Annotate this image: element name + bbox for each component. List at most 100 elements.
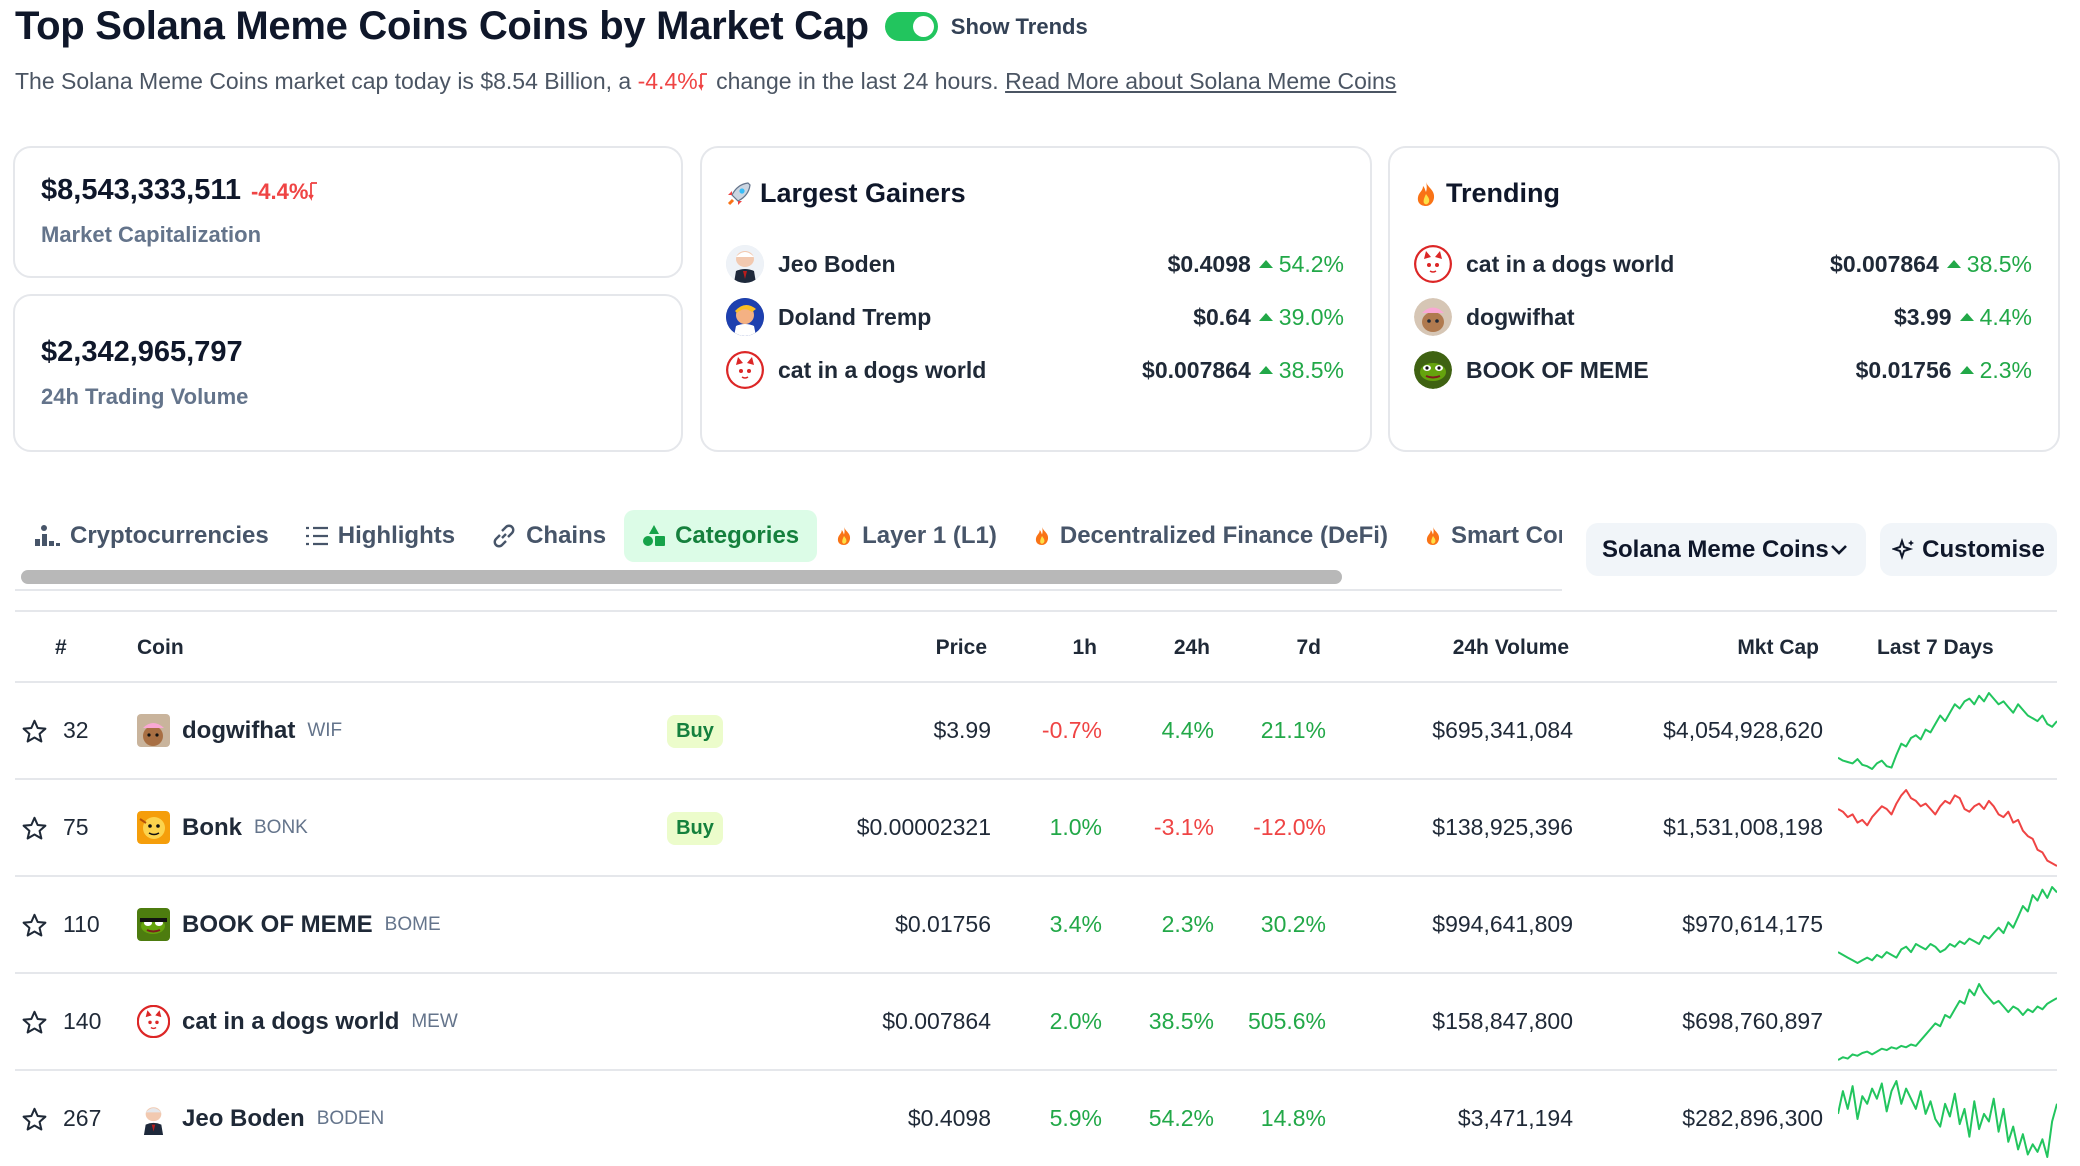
- col-volume[interactable]: 24h Volume: [1452, 636, 1569, 659]
- change-1h: 1.0%: [1049, 814, 1102, 840]
- star-icon[interactable]: [21, 1106, 48, 1133]
- gainer-name: Doland Tremp: [778, 303, 932, 330]
- show-trends-toggle[interactable]: [884, 12, 938, 41]
- sparkline-chart: [1838, 983, 2057, 1061]
- tab-chains[interactable]: Chains: [473, 510, 624, 562]
- table-row[interactable]: 110 BOOK OF MEME BOME $0.01756 3.4% 2.3% 30.2%…: [15, 877, 2057, 974]
- rank: 140: [63, 1008, 102, 1034]
- change-1h: 2.0%: [1049, 1008, 1102, 1034]
- col-mkt-cap[interactable]: Mkt Cap: [1737, 636, 1819, 659]
- bonk-icon: [137, 811, 170, 844]
- chevron-down-icon: [1831, 544, 1847, 555]
- col-7d[interactable]: 7d: [1296, 636, 1321, 659]
- mew-icon: [137, 1005, 170, 1038]
- buy-button[interactable]: Buy: [667, 812, 723, 845]
- market-cap: $1,531,008,198: [1663, 814, 1823, 840]
- coin-link[interactable]: BOOK OF MEME BOME: [137, 877, 441, 972]
- sparkline-chart: [1838, 692, 2057, 770]
- price: $0.00002321: [856, 814, 991, 840]
- trending-card[interactable]: Trending cat in a dogs world $0.007864 3…: [1388, 146, 2060, 452]
- coin-name: Jeo Boden: [182, 1104, 305, 1132]
- table-header: # Coin Price 1h 24h 7d 24h Volume Mkt Ca…: [15, 610, 2057, 683]
- sparkle-icon: [1892, 537, 1915, 560]
- table-row[interactable]: 32 dogwifhat WIF Buy $3.99 -0.7% 4.4% 21.1% $695…: [15, 683, 2057, 780]
- coin-link[interactable]: cat in a dogs world MEW: [137, 974, 458, 1069]
- tab-highlights[interactable]: Highlights: [287, 510, 473, 562]
- down-arrow-icon: [308, 182, 318, 201]
- change-7d: -12.0%: [1253, 814, 1326, 840]
- market-cap-value: $8,543,333,511: [41, 174, 241, 206]
- table-row[interactable]: 140 cat in a dogs world MEW $0.007864 2.0% 38…: [15, 974, 2057, 1071]
- trending-row[interactable]: dogwifhat $3.99 4.4%: [1414, 297, 2032, 337]
- triangle-up-icon: [1959, 313, 1974, 321]
- star-icon[interactable]: [21, 815, 48, 842]
- tab-smart-contract[interactable]: Smart Contract Platform: [1406, 510, 1562, 562]
- book-of-meme-avatar: [1414, 351, 1452, 389]
- tab-defi[interactable]: Decentralized Finance (DeFi): [1015, 510, 1406, 562]
- trending-price: $0.01756: [1855, 356, 1952, 383]
- table-row[interactable]: 267 Jeo Boden BODEN $0.4098 5.9% 54.2% 14.8% $3…: [15, 1071, 2057, 1166]
- market-cap-change: -4.4%: [251, 179, 320, 204]
- volume-24h: $695,341,084: [1432, 717, 1573, 743]
- buy-button[interactable]: Buy: [667, 715, 723, 748]
- col-coin[interactable]: Coin: [137, 636, 184, 659]
- gainer-row[interactable]: Doland Tremp $0.64 39.0%: [726, 297, 1344, 337]
- trending-change: 4.4%: [1959, 304, 2032, 331]
- scrollbar-thumb[interactable]: [21, 570, 1342, 584]
- price: $0.4098: [907, 1105, 991, 1131]
- col-rank[interactable]: #: [55, 636, 67, 659]
- fire-icon: [1426, 527, 1440, 545]
- volume-label: 24h Trading Volume: [41, 384, 249, 409]
- change-1h: -0.7%: [1041, 717, 1102, 743]
- gainer-row[interactable]: Jeo Boden $0.4098 54.2%: [726, 244, 1344, 284]
- jeo-boden-avatar: [726, 245, 764, 283]
- shapes-icon: [643, 525, 666, 546]
- sparkline-chart: [1838, 886, 2057, 964]
- market-cap: $282,896,300: [1682, 1105, 1823, 1131]
- tabs-scrollbar[interactable]: [15, 568, 1562, 586]
- rank: 267: [63, 1105, 102, 1131]
- volume-value: $2,342,965,797: [41, 336, 243, 368]
- coins-table: # Coin Price 1h 24h 7d 24h Volume Mkt Ca…: [15, 610, 2057, 1166]
- tab-layer-1[interactable]: Layer 1 (L1): [817, 510, 1015, 562]
- bar-chart-icon: [35, 525, 60, 546]
- star-icon[interactable]: [21, 912, 48, 939]
- page-header: Top Solana Meme Coins Coins by Market Ca…: [15, 4, 1088, 49]
- star-icon[interactable]: [21, 1009, 48, 1036]
- gainers-title-row: Largest Gainers: [726, 178, 966, 209]
- list-icon: [305, 526, 328, 546]
- trending-row[interactable]: BOOK OF MEME $0.01756 2.3%: [1414, 350, 2032, 390]
- volume-24h: $3,471,194: [1457, 1105, 1573, 1131]
- col-24h[interactable]: 24h: [1173, 636, 1210, 659]
- market-cap: $698,760,897: [1682, 1008, 1823, 1034]
- trending-name: cat in a dogs world: [1466, 250, 1675, 277]
- col-1h[interactable]: 1h: [1072, 636, 1097, 659]
- read-more-link[interactable]: Read More about Solana Meme Coins: [1005, 68, 1397, 94]
- gainer-row[interactable]: cat in a dogs world $0.007864 38.5%: [726, 350, 1344, 390]
- gainer-name: cat in a dogs world: [778, 356, 987, 383]
- coin-symbol: BOME: [384, 913, 441, 935]
- category-dropdown[interactable]: Solana Meme Coins: [1586, 523, 1866, 576]
- trending-row[interactable]: cat in a dogs world $0.007864 38.5%: [1414, 244, 2032, 284]
- star-icon[interactable]: [21, 718, 48, 745]
- largest-gainers-card[interactable]: Largest Gainers Jeo Boden $0.4098 54.2% …: [700, 146, 1372, 452]
- trending-title-row: Trending: [1414, 178, 1560, 209]
- link-icon: [493, 524, 515, 548]
- tab-cryptocurrencies[interactable]: Cryptocurrencies: [15, 510, 287, 562]
- coin-name: dogwifhat: [182, 716, 296, 744]
- change-7d: 505.6%: [1247, 1008, 1326, 1034]
- change-1h: 3.4%: [1049, 911, 1102, 937]
- market-cap-card: $8,543,333,511 -4.4% Market Capitalizatio…: [13, 146, 683, 278]
- volume-24h: $158,847,800: [1432, 1008, 1573, 1034]
- change-7d: 14.8%: [1260, 1105, 1326, 1131]
- coin-link[interactable]: dogwifhat WIF: [137, 683, 342, 778]
- coin-link[interactable]: Jeo Boden BODEN: [137, 1071, 384, 1166]
- coin-link[interactable]: Bonk BONK: [137, 780, 308, 875]
- table-row[interactable]: 75 Bonk BONK Buy $0.00002321 1.0% -3.1% -12.0% $…: [15, 780, 2057, 877]
- coin-symbol: BODEN: [316, 1107, 385, 1129]
- coin-symbol: MEW: [411, 1010, 458, 1032]
- col-price[interactable]: Price: [935, 636, 987, 659]
- page-title: Top Solana Meme Coins Coins by Market Ca…: [15, 4, 869, 48]
- tab-categories[interactable]: Categories: [624, 510, 818, 562]
- customise-button[interactable]: Customise: [1880, 523, 2057, 576]
